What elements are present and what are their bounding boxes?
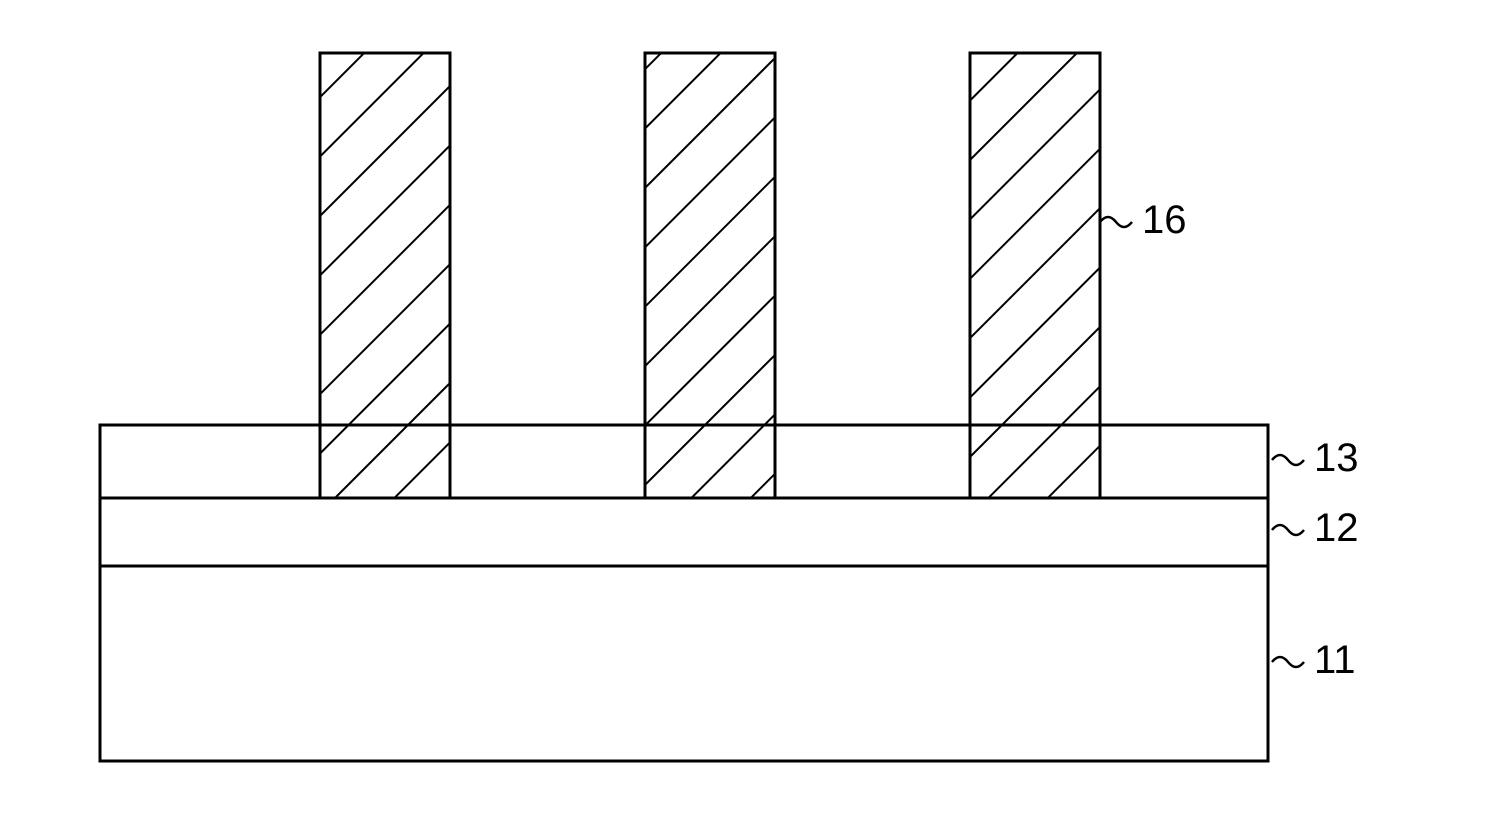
callout-13: 13 bbox=[1310, 438, 1359, 478]
callout-12: 12 bbox=[1310, 508, 1359, 548]
callout-tilde-11 bbox=[1272, 657, 1304, 667]
callout-tilde-13 bbox=[1272, 455, 1304, 465]
callout-tilde-12 bbox=[1272, 525, 1304, 535]
pillar-2 bbox=[645, 53, 775, 498]
callout-label-16: 16 bbox=[1142, 200, 1187, 240]
callout-tilde-16 bbox=[1100, 217, 1132, 227]
diagram-svg bbox=[0, 0, 1506, 823]
layer-substrate bbox=[100, 563, 1268, 761]
callout-16: 16 bbox=[1138, 200, 1187, 240]
layer-middle bbox=[100, 495, 1268, 566]
pillar-3 bbox=[970, 53, 1100, 498]
pillar-1 bbox=[320, 53, 450, 498]
cross-section-diagram: 16 13 12 11 bbox=[0, 0, 1506, 823]
callout-label-11: 11 bbox=[1314, 640, 1356, 680]
callout-label-13: 13 bbox=[1314, 438, 1359, 478]
callout-label-12: 12 bbox=[1314, 508, 1359, 548]
callout-11: 11 bbox=[1310, 640, 1356, 680]
